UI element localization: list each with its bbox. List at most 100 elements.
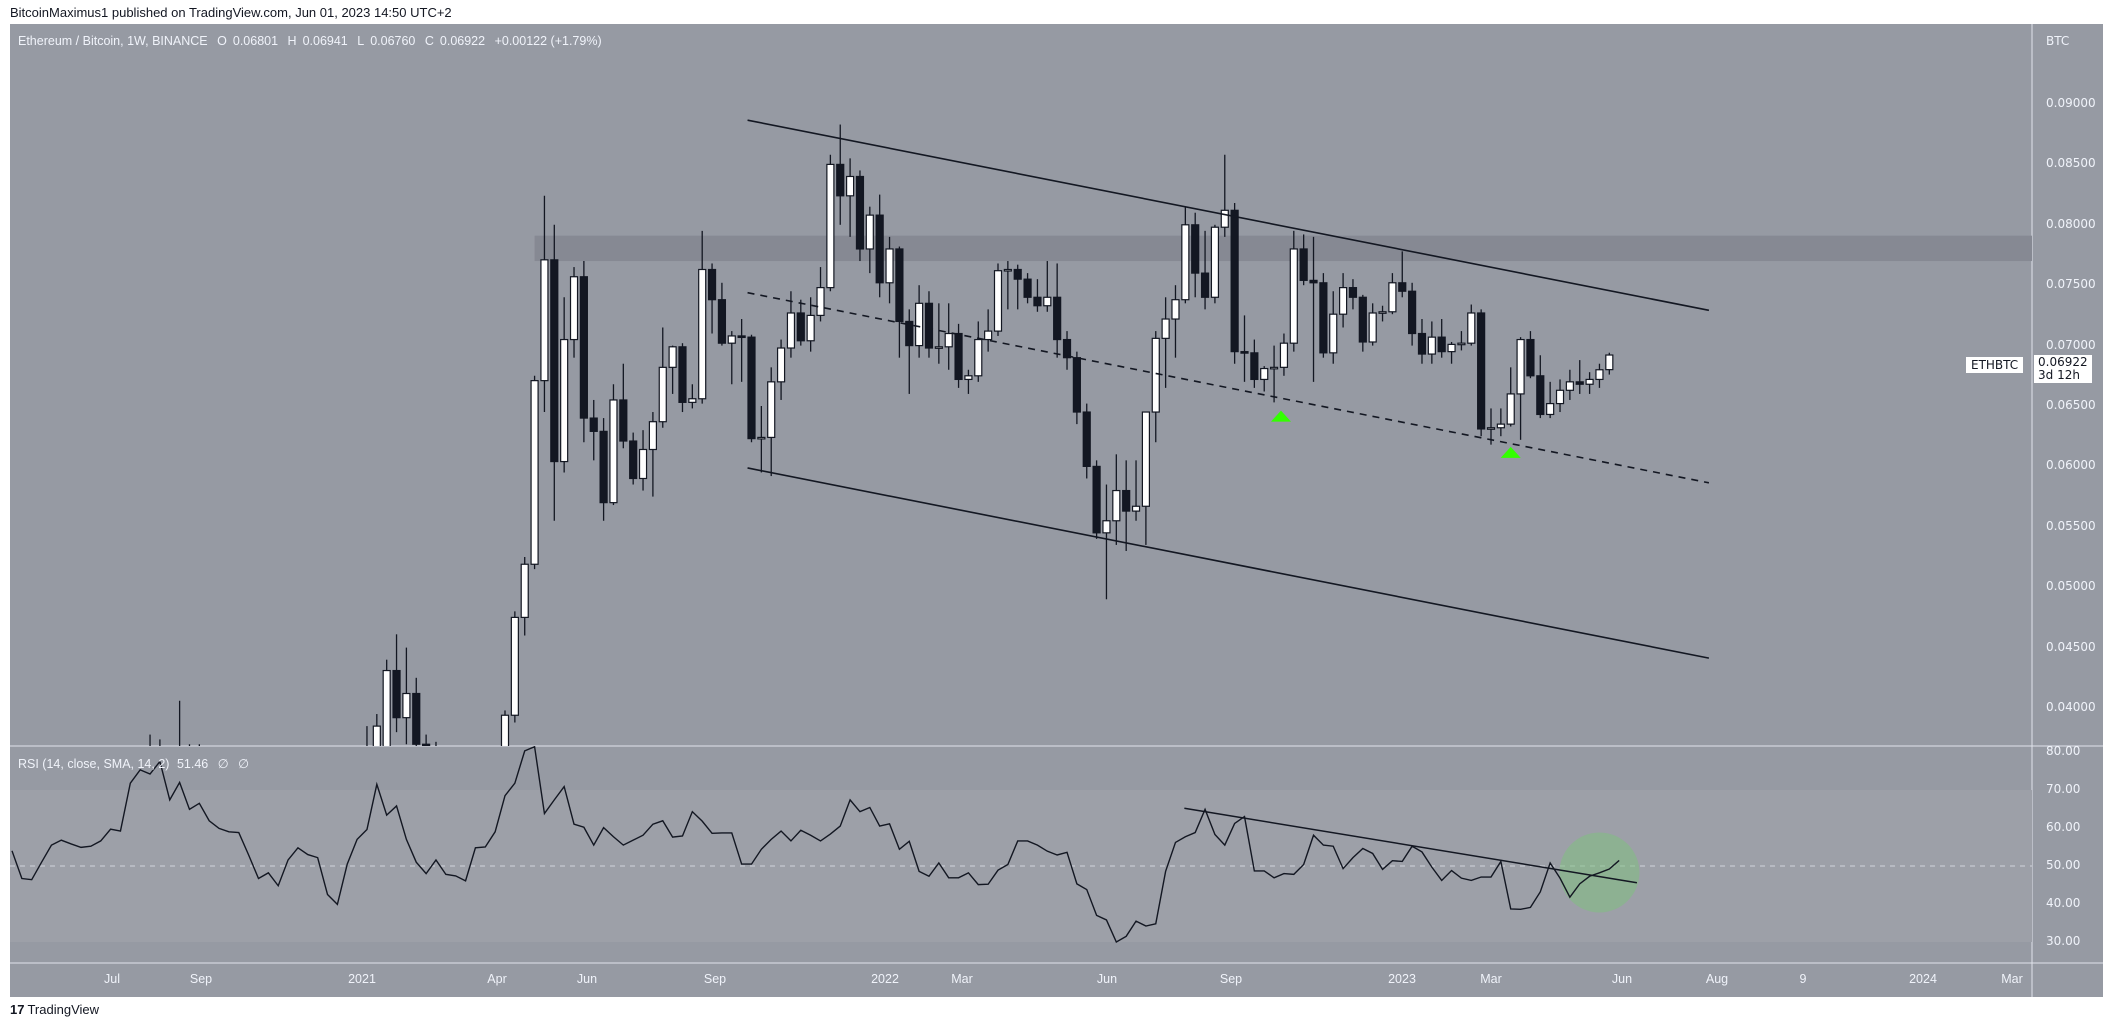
candle-body [658,366,667,423]
candle-body [1477,312,1486,430]
candle-body [678,346,687,403]
candle-body [895,248,904,323]
candle-body [1053,296,1062,341]
candle [737,319,746,382]
candle [1279,333,1289,376]
candle-body [1496,423,1505,429]
candle [806,297,815,352]
price-axis-unit: BTC [2046,34,2070,48]
support-arrow-icon [1500,446,1521,458]
candle-body [786,312,796,349]
candle-body [1486,427,1496,430]
candle [1191,212,1200,298]
candle [984,309,993,352]
candle [658,327,667,428]
candle [767,367,776,477]
candle [382,659,391,746]
candle-body [757,436,766,440]
candle [609,384,618,506]
candle-body [1358,296,1367,343]
open-label: O [217,34,227,48]
candle [1447,341,1456,364]
candle-body [1210,226,1220,298]
rsi-tick-label: 70.00 [2046,782,2081,796]
rsi-title[interactable]: RSI (14, close, SMA, 14, 2) [18,757,170,771]
candle [1506,367,1515,427]
time-tick-label: 2021 [348,972,376,986]
candle-body [1388,282,1397,313]
candle [1171,285,1180,358]
rsi-tick-label: 50.00 [2046,858,2081,872]
candle [905,309,914,394]
candle-body [1309,279,1318,284]
rsi-line [11,746,1620,943]
candle [1250,339,1259,388]
candle-body [1230,209,1239,353]
candle [816,267,825,322]
candle [895,246,904,358]
support-arrow-icon [1270,410,1291,422]
candle [1151,331,1160,443]
candle-body [1043,296,1052,307]
candle [589,399,598,461]
candle [638,430,648,491]
open-value: 0.06801 [232,34,279,48]
candle-body [1003,268,1012,272]
low-label: L [357,34,365,48]
rsi-tick-label: 60.00 [2046,820,2081,834]
channel-line [747,119,1710,312]
brand-name: TradingView [27,1002,100,1017]
candle [372,714,381,746]
candle [836,124,845,225]
candle [1427,321,1436,364]
candle-body [530,380,539,565]
candle [1112,454,1121,545]
time-tick-label: Jul [104,972,120,986]
candle [1486,408,1496,445]
time-tick-label: Apr [487,972,507,986]
price-tick-label: 0.07000 [2046,337,2096,352]
candle-body [1555,389,1565,405]
candle [915,285,924,358]
candle [648,412,658,497]
candle-body [1605,354,1614,371]
symbol-title[interactable]: Ethereum / Bitcoin, 1W, BINANCE [18,34,208,48]
candle-body [767,381,776,439]
candle-body [432,747,439,775]
candle [1388,273,1397,315]
candle-body [954,332,963,381]
candle-body [510,616,519,716]
candle [510,611,519,723]
candle-body [619,399,628,442]
candle-body [1102,520,1111,534]
candle-body [993,270,1003,332]
candle-body [964,375,973,381]
candle [1398,251,1407,298]
candle [845,158,855,237]
candle [1200,230,1210,310]
candle-body [1398,282,1407,292]
time-tick-label: Jun [1611,972,1633,986]
close-label: C [424,34,434,48]
time-tick-label: Mar [2001,972,2023,986]
symbol-legend: Ethereum / Bitcoin, 1W, BINANCE O 0.06801… [18,34,608,48]
candle [432,741,439,775]
candle [993,263,1003,336]
candle-body [500,714,510,746]
time-tick-label: Sep [1219,972,1243,986]
candle-body [589,417,598,432]
candle-body [1200,272,1210,298]
price-tick-label: 0.06000 [2046,458,2096,473]
candle [500,710,510,746]
channel-line [747,467,1710,659]
candle-body [392,669,401,719]
candle [1338,273,1348,328]
candle-body [915,302,924,347]
candle [599,418,608,521]
tradingview-logo[interactable]: 17 TradingView [10,1002,99,1017]
candle [1378,305,1387,322]
candle-body [520,563,529,618]
price-tick-label: 0.05000 [2046,579,2096,594]
candle [1181,206,1190,304]
